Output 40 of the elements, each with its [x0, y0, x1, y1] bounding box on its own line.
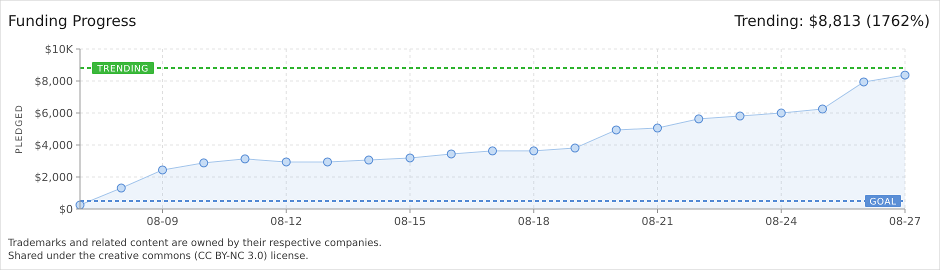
y-axis-title: PLEDGED: [15, 104, 25, 154]
point: [570, 144, 580, 153]
text: Trademarks and related content are owned by their respective companies.: [7, 238, 382, 249]
ref-line-label: TRENDING: [96, 64, 149, 74]
point: [158, 165, 167, 174]
point: [446, 149, 456, 158]
y-tick-label: $2,000: [34, 171, 73, 184]
point: [323, 157, 332, 166]
text: Shared under the creative commons (CC BY-NC 3.0) license.: [8, 251, 309, 262]
point: [653, 124, 662, 133]
chart-title: Funding Progress: [8, 12, 137, 30]
point: [694, 114, 704, 124]
point: [282, 157, 291, 166]
x-tick-label: 08-12: [270, 215, 302, 228]
ref-line-label: GOAL: [869, 198, 897, 208]
y-tick-label: $0: [59, 203, 73, 216]
point: [776, 108, 786, 118]
y-tick-label: $8,000: [34, 75, 73, 88]
point: [818, 104, 827, 114]
chart-subtitle: Trending: $8,813 (1762%): [734, 12, 930, 30]
x-tick-label: 08-27: [889, 215, 921, 228]
point: [116, 184, 126, 193]
y-tick-label: $4,000: [34, 139, 73, 152]
point: [240, 154, 250, 164]
y-tick-label: $10K: [44, 43, 74, 56]
x-tick-label: 08-09: [146, 215, 178, 228]
x-tick-label: 08-18: [518, 215, 550, 228]
point: [406, 153, 414, 162]
y-tick-label: $6,000: [34, 107, 73, 120]
point: [199, 158, 208, 168]
point: [736, 112, 744, 121]
point: [529, 146, 538, 156]
x-tick-label: 08-24: [765, 215, 798, 228]
point: [900, 70, 910, 80]
x-tick-label: 08-21: [642, 215, 674, 228]
point: [612, 125, 621, 134]
point: [859, 77, 868, 86]
point: [364, 156, 374, 165]
x-tick-label: 08-15: [394, 215, 426, 228]
point: [488, 146, 497, 156]
